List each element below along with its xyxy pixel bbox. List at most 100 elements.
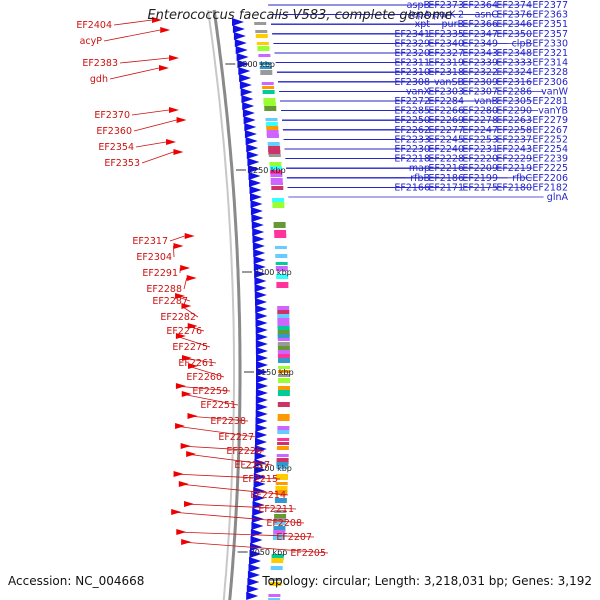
left-gene-label: EF2238 [210, 416, 246, 427]
left-leader-line [113, 19, 153, 26]
right-gene-label: EF2266 [428, 106, 464, 117]
cds-arrow [252, 494, 265, 502]
feature-block [273, 526, 286, 532]
right-gene-label: EF2376 [496, 10, 532, 21]
left-leader-line [131, 109, 170, 116]
left-strand-arrow [175, 423, 186, 429]
feature-block [277, 414, 290, 418]
cds-arrow [249, 179, 261, 187]
right-gene-label: EF2340 [428, 38, 464, 49]
left-leader-line [181, 541, 329, 554]
left-gene-label: EF2227 [218, 432, 254, 443]
right-gene-label: EF2310 [394, 67, 430, 78]
cds-arrow [251, 221, 264, 229]
right-gene-label: EF2280 [462, 106, 498, 117]
left-gene-label: EF2261 [178, 358, 214, 369]
cds-arrow [238, 67, 251, 75]
right-gene-label: EF2254 [532, 144, 568, 155]
right-gene-label: EF2318 [428, 67, 464, 78]
right-gene-label: EF2199 [462, 173, 498, 184]
cds-arrow [252, 235, 265, 243]
feature-block [269, 162, 282, 166]
right-gene-label: EF2245 [428, 134, 464, 145]
feature-block [277, 314, 290, 320]
right-gene-label: EF2240 [428, 144, 464, 155]
right-label-leaders [268, 4, 544, 198]
feature-block [277, 442, 290, 445]
feature-block [275, 262, 288, 265]
kbp-tick-label: 2150 kbp [256, 368, 294, 377]
cds-arrow [232, 25, 245, 33]
left-strand-arrow [169, 55, 180, 61]
left-leader-line [187, 365, 225, 378]
cds-arrow [251, 522, 264, 530]
left-leader-line [141, 151, 174, 164]
feature-block [277, 402, 290, 407]
feature-block [264, 106, 277, 111]
feature-block [277, 418, 290, 421]
cds-arrow [255, 333, 268, 341]
right-gene-label: EF2377 [532, 0, 568, 11]
cds-arrow [248, 564, 261, 572]
left-gene-label: EF2317 [132, 236, 168, 247]
accession-text: Accession: NC_004668 [8, 574, 145, 588]
right-gene-label: EF2364 [462, 0, 498, 11]
feature-block [255, 30, 268, 33]
feature-block [257, 46, 270, 51]
feature-block [277, 330, 290, 336]
feature-block [263, 98, 276, 104]
cds-arrow [255, 340, 268, 348]
left-gene-label: EF2217 [234, 460, 270, 471]
right-gene-label: EF2330 [532, 38, 568, 49]
cds-arrow [253, 480, 266, 488]
feature-block [271, 558, 284, 563]
cds-arrow [246, 585, 259, 593]
cds-arrow [255, 431, 268, 439]
feature-block [277, 318, 290, 324]
cds-arrow [247, 158, 260, 166]
left-strand-arrow [184, 233, 195, 239]
left-strand-arrow [176, 529, 187, 535]
feature-block [268, 598, 281, 600]
left-gene-labels: EF2404 acyP EF2383 gdh EF2370 EF2360 EF2354 EF2… [76, 20, 326, 559]
left-gene-label: gdh [90, 74, 108, 85]
right-gene-label: EF2290 [496, 106, 532, 117]
right-gene-label: clpB [512, 38, 532, 49]
left-gene-label: EF2208 [266, 518, 302, 529]
right-gene-label: lepA [409, 10, 431, 21]
genome-title: Enterococcus faecalis V583, complete gen… [147, 8, 453, 23]
cds-arrow [244, 123, 257, 131]
cds-arrow [237, 60, 250, 68]
feature-block [271, 182, 283, 185]
cds-arrow [246, 151, 259, 159]
right-gene-label: vanSB [434, 77, 464, 88]
right-gene-label: EF2366 [462, 19, 498, 30]
feature-block [263, 102, 276, 107]
right-gene-label: EF2233 [394, 134, 430, 145]
feature-block [275, 254, 288, 258]
right-gene-label: EF2220 [462, 154, 498, 165]
left-strand-arrow [178, 481, 189, 487]
left-gene-label: EF2360 [96, 126, 132, 137]
feature-block [277, 390, 290, 396]
feature-block [277, 354, 290, 358]
cds-arrow [247, 571, 260, 579]
right-gene-label: EF2286 [496, 86, 532, 97]
right-gene-label: EF2219 [496, 163, 532, 174]
right-gene-label: EF2180 [496, 182, 532, 193]
cds-arrow [256, 368, 268, 376]
left-gene-label: EF2354 [98, 142, 134, 153]
cds-arrow [255, 438, 267, 446]
cds-arrow [249, 550, 262, 558]
left-strand-arrows [152, 17, 198, 545]
cds-arrow [253, 256, 266, 264]
feature-block [274, 230, 287, 234]
feature-block [277, 322, 290, 328]
right-gene-label: EF2333 [496, 58, 532, 69]
cds-arrow [255, 305, 268, 313]
left-leader-line [180, 445, 265, 452]
left-strand-arrow [175, 293, 186, 299]
feature-block [278, 366, 290, 369]
left-strand-arrow [176, 117, 187, 123]
right-gene-label: EF2320 [394, 48, 430, 59]
